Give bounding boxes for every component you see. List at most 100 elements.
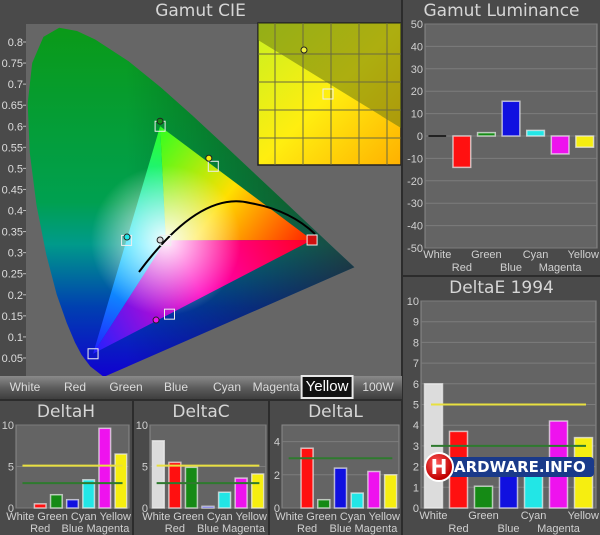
bar-magenta bbox=[550, 135, 570, 155]
bar-cyan bbox=[525, 129, 546, 137]
x-tick-label: Green bbox=[173, 511, 204, 523]
x-tick-label: Magenta bbox=[222, 523, 266, 535]
x-tick-label: Yellow bbox=[568, 510, 599, 522]
y-tick-label: 0.55 bbox=[2, 142, 23, 154]
x-tick-label: Blue bbox=[500, 262, 522, 274]
target-square-magenta bbox=[163, 308, 175, 320]
bar-red bbox=[33, 503, 47, 509]
y-tick-label: -10 bbox=[407, 153, 423, 165]
bar-green bbox=[317, 498, 331, 509]
bar-green bbox=[473, 485, 494, 509]
target-square-blue bbox=[87, 348, 99, 360]
y-tick-label: 1 bbox=[413, 482, 419, 494]
measured-point-magenta bbox=[152, 316, 160, 324]
y-tick-label: 0 bbox=[8, 503, 14, 515]
bar-green bbox=[476, 131, 497, 137]
y-tick-label: 4 bbox=[413, 420, 419, 432]
patch-button-white[interactable]: White bbox=[9, 380, 41, 394]
deltae-title: DeltaE 1994 bbox=[449, 278, 554, 298]
x-tick-label: Cyan bbox=[340, 511, 366, 523]
y-tick-label: 0.75 bbox=[2, 58, 23, 70]
y-tick-label: 5 bbox=[8, 462, 14, 474]
x-tick-label: Cyan bbox=[521, 510, 547, 522]
x-tick-label: Cyan bbox=[207, 511, 233, 523]
y-tick-label: 2 bbox=[413, 462, 419, 474]
x-tick-label: Red bbox=[165, 523, 185, 535]
y-tick-label: -50 bbox=[407, 243, 423, 255]
x-tick-label: White bbox=[275, 511, 303, 523]
bar-yellow bbox=[383, 474, 398, 509]
luminance-chart: -50 -40 -30 -20 -10 0 10 20 30 40 50 WhiteRedGreenB… bbox=[407, 19, 599, 274]
y-tick-label: 0.05 bbox=[2, 353, 23, 365]
bar-magenta bbox=[98, 427, 112, 509]
patch-selector-bar: White Red Green Blue Cyan Magenta Yellow 100W bbox=[0, 375, 402, 399]
gamut-luminance-panel: -50 -40 -30 -20 -10 0 10 20 30 40 50 White Red Green B… bbox=[403, 0, 600, 275]
x-tick-label: Red bbox=[297, 523, 317, 535]
y-tick-label: 0.5 bbox=[8, 163, 23, 175]
y-tick-label: 10 bbox=[407, 296, 419, 308]
bar-red bbox=[300, 447, 314, 509]
bar-red bbox=[452, 135, 472, 169]
inset-measured-point bbox=[300, 46, 308, 54]
y-tick-label: 9 bbox=[413, 317, 419, 329]
bar-magenta bbox=[367, 470, 381, 509]
y-tick-label: 10 bbox=[136, 420, 148, 432]
x-tick-label: White bbox=[419, 510, 447, 522]
y-tick-label: 3 bbox=[413, 441, 419, 453]
x-tick-label: Red bbox=[448, 523, 468, 535]
x-tick-label: Magenta bbox=[537, 523, 581, 535]
y-tick-label: 10 bbox=[411, 109, 423, 121]
cie-chart: 0.05 0.1 0.15 0.2 0.25 0.3 0.35 0.4 0.45 0.5 0.55 0… bbox=[2, 22, 401, 376]
y-tick-label: 0.15 bbox=[2, 311, 23, 323]
patch-button-blue[interactable]: Blue bbox=[163, 380, 189, 394]
deltae-panel: 0 1 2 3 4 5 6 7 8 9 10 White Red Green Blue Cyan Magenta… bbox=[403, 277, 600, 535]
y-tick-label: 5 bbox=[413, 400, 419, 412]
patch-button-red[interactable]: Red bbox=[63, 380, 87, 394]
y-tick-label: 0.25 bbox=[2, 269, 23, 281]
patch-button-green[interactable]: Green bbox=[109, 380, 143, 394]
x-tick-label: Yellow bbox=[236, 511, 267, 523]
y-tick-label: 5 bbox=[142, 462, 148, 474]
x-tick-label: Yellow bbox=[369, 511, 400, 523]
x-tick-label: Magenta bbox=[87, 523, 131, 535]
bar-magenta bbox=[234, 477, 248, 509]
x-tick-label: Magenta bbox=[355, 523, 399, 535]
y-tick-label: 6 bbox=[413, 379, 419, 391]
y-tick-label: 0 bbox=[413, 503, 419, 515]
x-tick-label: Cyan bbox=[523, 249, 549, 261]
y-tick-label: 4 bbox=[274, 437, 280, 449]
bar-yellow bbox=[114, 453, 128, 509]
x-tick-label: Magenta bbox=[539, 262, 583, 274]
patch-button-magenta[interactable]: Magenta bbox=[252, 380, 300, 394]
deltah-title: DeltaH bbox=[36, 402, 96, 422]
patch-button-cyan[interactable]: Cyan bbox=[212, 380, 242, 394]
bar-white bbox=[151, 440, 166, 509]
x-tick-label: Yellow bbox=[568, 249, 599, 261]
x-tick-label: Green bbox=[471, 249, 502, 261]
patch-button-100w[interactable]: 100W bbox=[362, 380, 394, 394]
y-tick-label: 0 bbox=[274, 503, 280, 515]
x-tick-label: Blue bbox=[330, 523, 352, 535]
bar-cyan bbox=[217, 491, 232, 509]
y-tick-label: 0 bbox=[142, 503, 148, 515]
bar-cyan bbox=[350, 492, 364, 509]
deltal-panel: 0 2 4 White Red Green Blue Cyan Magenta Yellow De… bbox=[270, 401, 401, 535]
y-tick-label: 8 bbox=[413, 337, 419, 349]
x-tick-label: Green bbox=[468, 510, 499, 522]
y-tick-label: 0.35 bbox=[2, 227, 23, 239]
bar-red bbox=[168, 461, 182, 509]
x-tick-label: Blue bbox=[498, 523, 520, 535]
deltac-title: DeltaC bbox=[172, 402, 230, 422]
patch-button-yellow[interactable]: Yellow bbox=[300, 375, 354, 399]
target-square-yellow bbox=[207, 160, 219, 172]
y-tick-label: -20 bbox=[407, 176, 423, 188]
hardware-info-watermark-logo: ARDWARE.INFO H bbox=[424, 452, 594, 482]
bar-cyan bbox=[82, 479, 96, 509]
measured-point-yellow bbox=[205, 154, 213, 162]
planckian-locus-curve bbox=[138, 200, 316, 273]
y-tick-label: 2 bbox=[274, 470, 280, 482]
x-tick-label: Green bbox=[306, 511, 337, 523]
deltac-panel: 0 5 10 White Red Green Blue Cyan Magenta Yellow D… bbox=[134, 401, 268, 535]
